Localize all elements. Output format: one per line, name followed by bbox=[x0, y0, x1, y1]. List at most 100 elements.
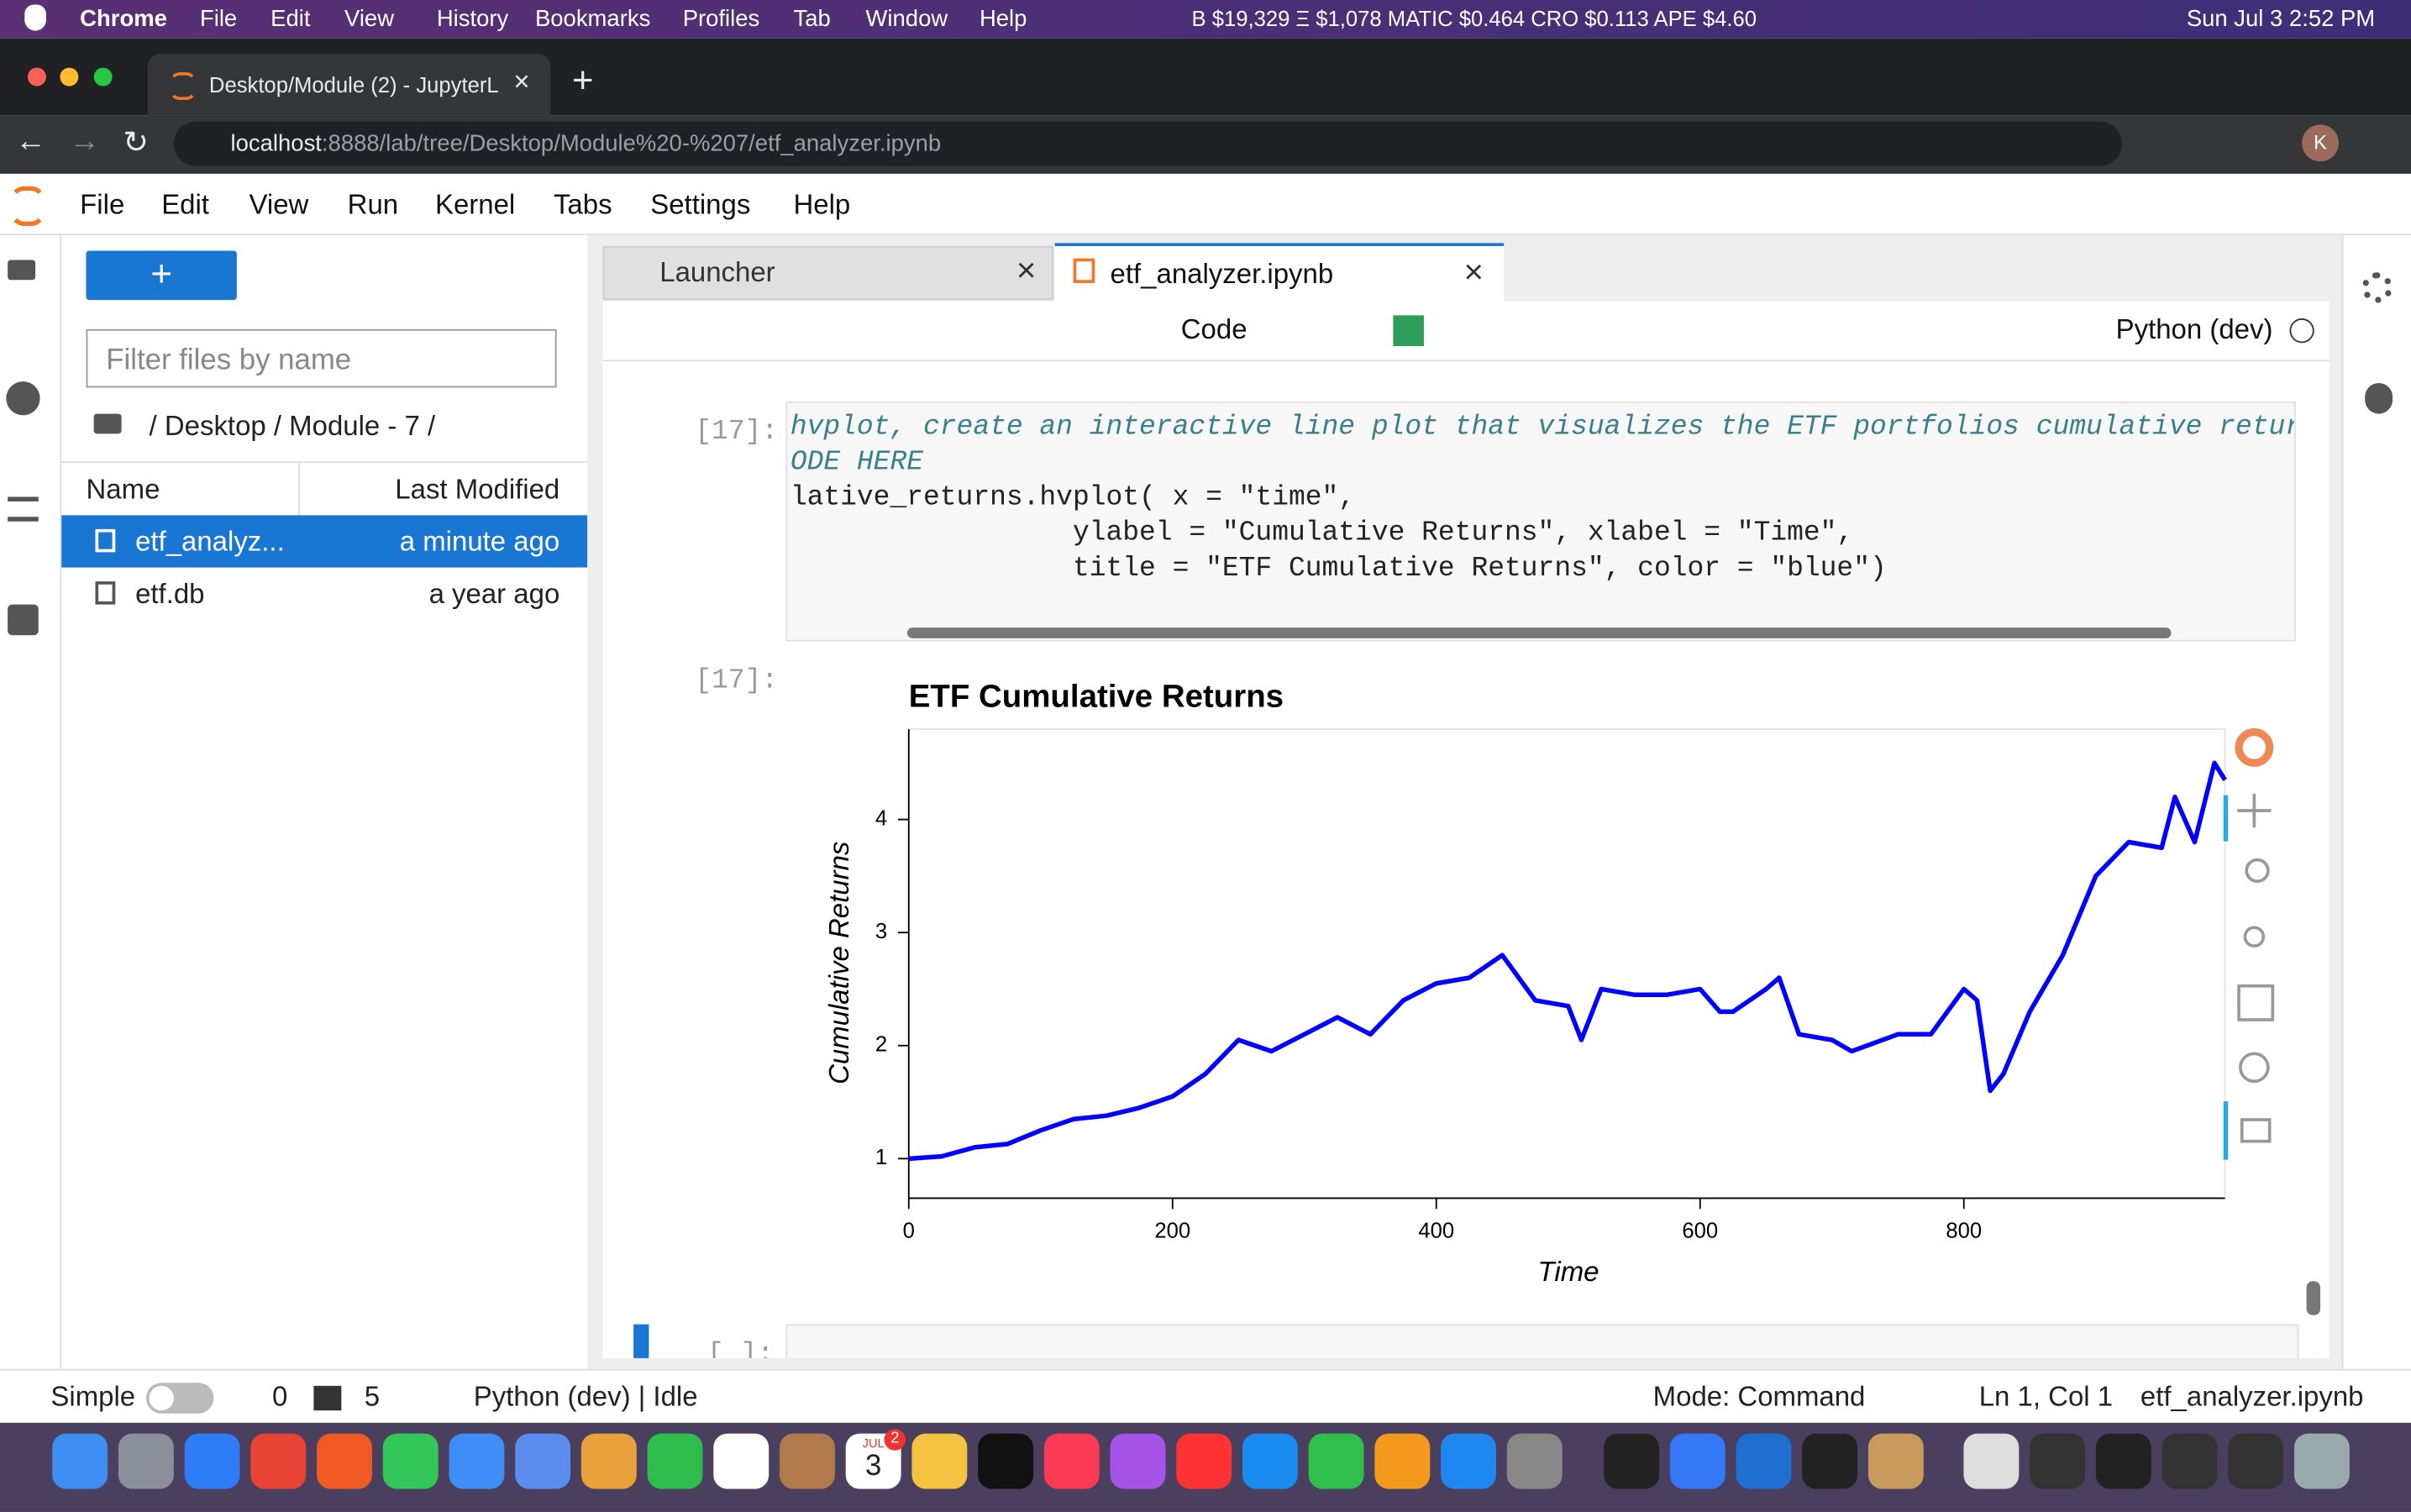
zoom-window[interactable] bbox=[93, 67, 113, 87]
dock-icon[interactable] bbox=[52, 1433, 108, 1489]
zoom-tool[interactable] bbox=[2245, 858, 2270, 884]
minimize-window[interactable] bbox=[60, 67, 79, 87]
dock-icon[interactable] bbox=[317, 1433, 372, 1489]
dock-icon[interactable] bbox=[1441, 1433, 1496, 1489]
dock-icon[interactable] bbox=[1604, 1433, 1660, 1489]
dock-icon[interactable] bbox=[1669, 1433, 1726, 1489]
dock-icon[interactable] bbox=[978, 1433, 1034, 1489]
save-tool[interactable] bbox=[2237, 984, 2275, 1021]
terminals-count[interactable]: 0 bbox=[271, 1381, 288, 1412]
pan-tool[interactable] bbox=[2237, 793, 2272, 828]
dock-icon[interactable] bbox=[911, 1433, 968, 1489]
close-window[interactable] bbox=[27, 67, 46, 87]
toc-icon[interactable] bbox=[8, 496, 39, 522]
menu-item[interactable]: File bbox=[80, 189, 125, 220]
dock-icon[interactable] bbox=[1736, 1433, 1792, 1489]
notebook-tab[interactable]: Launcher × bbox=[602, 245, 1053, 301]
cursor-position[interactable]: Ln 1, Col 1 bbox=[1978, 1381, 2114, 1412]
menu-item[interactable]: History bbox=[436, 6, 509, 33]
dock-icon[interactable] bbox=[449, 1433, 505, 1489]
menu-item[interactable]: Bookmarks bbox=[534, 6, 651, 33]
kernels-count[interactable]: 5 bbox=[364, 1381, 381, 1412]
menu-item[interactable]: Profiles bbox=[682, 6, 760, 33]
dock-icon[interactable] bbox=[647, 1433, 703, 1489]
kernel-status[interactable]: Python (dev) | Idle bbox=[473, 1381, 698, 1412]
new-tab[interactable]: + bbox=[571, 60, 594, 102]
breadcrumb[interactable]: / Desktop / Module - 7 / bbox=[149, 410, 436, 442]
tab-close[interactable]: × bbox=[1016, 250, 1037, 290]
col-modified[interactable]: Last Modified bbox=[395, 473, 560, 505]
property-inspector[interactable] bbox=[1393, 315, 1424, 346]
profile[interactable]: K bbox=[2302, 124, 2340, 162]
files-icon[interactable] bbox=[8, 260, 36, 281]
menu-item[interactable]: Edit bbox=[271, 6, 311, 33]
file-row[interactable]: etf_analyz... a minute ago bbox=[61, 515, 588, 568]
running-icon[interactable] bbox=[6, 381, 40, 416]
dock-icon[interactable] bbox=[2030, 1433, 2086, 1489]
menu-item[interactable]: File bbox=[199, 6, 238, 33]
menu-item[interactable]: Help bbox=[979, 6, 1027, 33]
dock-icon[interactable] bbox=[382, 1433, 439, 1489]
dock-icon[interactable] bbox=[1308, 1433, 1364, 1489]
dock-icon[interactable] bbox=[1963, 1433, 2020, 1489]
dock-icon[interactable] bbox=[1374, 1433, 1431, 1489]
extensions-icon[interactable] bbox=[8, 604, 39, 636]
tab-close[interactable]: × bbox=[513, 66, 530, 97]
hover-tool[interactable] bbox=[2240, 1118, 2272, 1143]
settings-icon[interactable] bbox=[2361, 272, 2393, 303]
tab-close[interactable]: × bbox=[1463, 252, 1484, 291]
menu-item[interactable]: Settings bbox=[650, 189, 751, 220]
filter-box[interactable]: Filter files by name bbox=[86, 328, 557, 388]
menu-item[interactable]: Window bbox=[865, 6, 948, 33]
clock[interactable]: Sun Jul 3 2:52 PM bbox=[2186, 6, 2376, 33]
dock-icon[interactable] bbox=[515, 1433, 571, 1489]
dock-icon[interactable] bbox=[2161, 1433, 2218, 1489]
dock-icon[interactable] bbox=[1043, 1433, 1100, 1489]
debugger-icon[interactable] bbox=[2365, 382, 2393, 414]
mode[interactable]: Mode: Command bbox=[1652, 1381, 1866, 1412]
menu-item[interactable]: Edit bbox=[161, 189, 209, 220]
forward[interactable]: → bbox=[69, 124, 100, 159]
app-name[interactable]: Chrome bbox=[80, 6, 167, 33]
reset-tool[interactable] bbox=[2239, 1052, 2270, 1084]
v-scrollbar[interactable] bbox=[2306, 1281, 2321, 1315]
dock-icon[interactable] bbox=[1802, 1433, 1858, 1489]
kernel-name[interactable]: Python (dev) bbox=[2115, 313, 2273, 345]
menu-item[interactable]: Tabs bbox=[553, 189, 612, 220]
dock-icon[interactable] bbox=[2228, 1433, 2284, 1489]
empty-cell[interactable] bbox=[785, 1324, 2299, 1358]
new-launcher[interactable]: + bbox=[86, 250, 237, 301]
ticker[interactable]: B $19,329 Ξ $1,078 MATIC $0.464 CRO $0.1… bbox=[1191, 6, 1757, 31]
dock-icon[interactable] bbox=[2293, 1433, 2350, 1489]
dock-icon[interactable] bbox=[713, 1433, 770, 1489]
reload[interactable]: ↻ bbox=[123, 126, 150, 160]
dock-icon[interactable] bbox=[1242, 1433, 1298, 1489]
notebook-tab-active[interactable]: etf_analyzer.ipynb × bbox=[1054, 243, 1505, 302]
dock-icon[interactable] bbox=[184, 1433, 240, 1489]
dock-icon[interactable] bbox=[2095, 1433, 2151, 1489]
address-bar[interactable]: localhost:8888/lab/tree/Desktop/Module%2… bbox=[173, 121, 2122, 166]
dock-icon[interactable] bbox=[1110, 1433, 1166, 1489]
dock-icon[interactable] bbox=[1867, 1433, 1924, 1489]
dock-icon[interactable] bbox=[250, 1433, 307, 1489]
dock-icon[interactable] bbox=[1176, 1433, 1232, 1489]
menu-item[interactable]: View bbox=[249, 189, 309, 220]
menu-item[interactable]: Help bbox=[793, 189, 851, 220]
apple-logo[interactable] bbox=[24, 4, 46, 31]
code-cell[interactable]: hvplot, create an interactive line plot … bbox=[785, 401, 2296, 642]
file-row[interactable]: etf.db a year ago bbox=[61, 567, 588, 620]
browser-tab[interactable]: Desktop/Module (2) - JupyterL × bbox=[147, 54, 551, 116]
menu-item[interactable]: Kernel bbox=[435, 189, 516, 220]
dock-icon[interactable] bbox=[1506, 1433, 1563, 1489]
dock-icon[interactable] bbox=[780, 1433, 835, 1489]
dock-icon[interactable] bbox=[118, 1433, 174, 1489]
cell-type[interactable]: Code bbox=[1180, 313, 1248, 345]
menu-item[interactable]: Run bbox=[347, 189, 399, 220]
bokeh-logo[interactable] bbox=[2235, 728, 2274, 767]
simple-toggle[interactable] bbox=[145, 1383, 214, 1414]
wheel-zoom-tool[interactable] bbox=[2243, 926, 2266, 948]
col-name[interactable]: Name bbox=[86, 473, 160, 505]
dock-icon[interactable] bbox=[580, 1433, 637, 1489]
h-scrollbar[interactable] bbox=[906, 627, 2172, 638]
menu-item[interactable]: View bbox=[344, 6, 395, 33]
